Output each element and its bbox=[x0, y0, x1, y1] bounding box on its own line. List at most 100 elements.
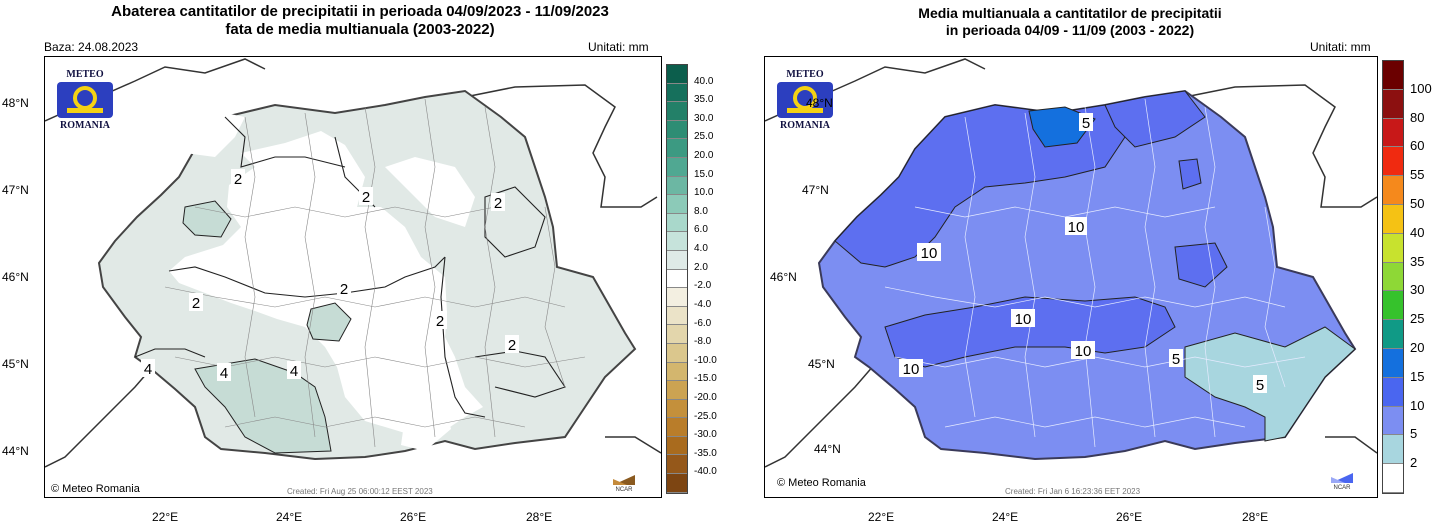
left-map-svg: 2 2 2 2 2 2 2 4 4 4 bbox=[45, 58, 661, 468]
left-colorbar-tick-label: 25.0 bbox=[694, 131, 714, 143]
left-colorbar-swatch bbox=[667, 306, 687, 326]
left-colorbar-swatch bbox=[667, 288, 687, 307]
right-title-line2: in perioada 04/09 - 11/09 (2003 - 2022) bbox=[945, 22, 1195, 38]
right-contour-label-8: 5 bbox=[1253, 375, 1267, 394]
left-created-timestamp: Created: Fri Aug 25 06:00:12 EEST 2023 bbox=[287, 487, 433, 496]
svg-text:5: 5 bbox=[1172, 351, 1180, 368]
right-colorbar bbox=[1382, 60, 1404, 494]
left-county-line bbox=[364, 106, 376, 448]
right-lat-46: 46°N bbox=[770, 270, 797, 284]
left-colorbar-tick-label: 20.0 bbox=[694, 150, 714, 162]
right-county-line bbox=[1084, 106, 1096, 448]
left-title-line2: fata de media multianuala (2003-2022) bbox=[225, 21, 495, 38]
right-colorbar-swatch bbox=[1383, 291, 1403, 321]
left-neighbor-border-southeast bbox=[605, 436, 661, 454]
left-colorbar-swatch bbox=[667, 83, 687, 103]
svg-text:4: 4 bbox=[290, 363, 298, 380]
left-colorbar bbox=[666, 64, 688, 494]
right-colorbar-tick-label: 5 bbox=[1410, 426, 1418, 442]
right-10mm-zone-east bbox=[1174, 242, 1228, 288]
right-colorbar-swatch bbox=[1383, 464, 1403, 493]
right-county-line bbox=[884, 286, 1286, 308]
svg-text:5: 5 bbox=[1256, 377, 1264, 394]
left-lat-48: 48°N bbox=[2, 96, 29, 110]
left-colorbar-swatch bbox=[667, 250, 687, 270]
left-colorbar-swatch bbox=[667, 120, 687, 140]
left-lat-44: 44°N bbox=[2, 444, 29, 458]
left-colorbar-tick-label: -35.0 bbox=[694, 447, 717, 459]
left-colorbar-tick-label: -8.0 bbox=[694, 336, 712, 348]
left-logo-text-bottom: ROMANIA bbox=[60, 120, 110, 131]
right-colorbar-swatch bbox=[1383, 176, 1403, 205]
left-colorbar-tick-label: -30.0 bbox=[694, 429, 717, 441]
right-colorbar-swatch bbox=[1383, 233, 1403, 263]
left-colorbar-tick-label: -20.0 bbox=[694, 391, 717, 403]
left-lon-26: 26°E bbox=[400, 510, 427, 524]
left-colorbar-swatch bbox=[667, 65, 687, 84]
right-colorbar-swatch bbox=[1383, 348, 1403, 378]
right-10mm-zone-center bbox=[884, 296, 1176, 368]
svg-text:4: 4 bbox=[220, 365, 228, 382]
left-colorbar-swatch bbox=[667, 102, 687, 121]
svg-text:2: 2 bbox=[436, 313, 444, 330]
left-ncar-text: NCAR bbox=[615, 487, 633, 493]
right-colorbar-tick-label: 60 bbox=[1410, 138, 1425, 154]
right-lon-22: 22°E bbox=[868, 510, 895, 524]
left-contour-label-7: 2 bbox=[505, 335, 519, 354]
left-colorbar-swatch bbox=[667, 213, 687, 233]
svg-text:5: 5 bbox=[1082, 115, 1090, 132]
right-meteo-romania-logo: METEO ROMANIA bbox=[773, 69, 837, 131]
left-contour-label-9: 4 bbox=[217, 363, 231, 382]
right-logo-text-bottom: ROMANIA bbox=[780, 120, 830, 131]
right-credit: © Meteo Romania bbox=[777, 477, 866, 489]
right-colorbar-swatch bbox=[1383, 118, 1403, 148]
left-colorbar-swatch bbox=[667, 455, 687, 475]
right-county-line bbox=[1144, 98, 1156, 438]
right-colorbar-tick-label: 30 bbox=[1410, 282, 1425, 298]
left-colorbar-swatch bbox=[667, 269, 687, 289]
right-colorbar-swatch bbox=[1383, 262, 1403, 292]
svg-text:2: 2 bbox=[234, 171, 242, 188]
left-contour-line bbox=[484, 186, 546, 258]
left-4mm-zone-center bbox=[306, 302, 352, 342]
right-map-frame: 5 10 10 10 10 10 5 5 METEO ROMANIA © Met… bbox=[764, 56, 1378, 498]
right-created-timestamp: Created: Fri Jan 6 16:23:36 EET 2023 bbox=[1005, 487, 1141, 496]
left-contour-label-5: 2 bbox=[189, 293, 203, 312]
left-below-2mm-zone-northeast bbox=[385, 157, 475, 227]
right-lon-24: 24°E bbox=[992, 510, 1019, 524]
right-ncar-logo: NCAR bbox=[1327, 473, 1357, 491]
right-colorbar-tick-label: 20 bbox=[1410, 340, 1425, 355]
right-colorbar-swatch bbox=[1383, 435, 1403, 465]
right-logo-text-top: METEO bbox=[786, 69, 824, 80]
right-colorbar-swatch bbox=[1383, 204, 1403, 234]
right-colorbar-swatch bbox=[1383, 61, 1403, 90]
svg-text:2: 2 bbox=[362, 189, 370, 206]
left-colorbar-tick-label: 6.0 bbox=[694, 224, 708, 236]
left-lat-46: 46°N bbox=[2, 270, 29, 284]
left-colorbar-tick-label: 30.0 bbox=[694, 112, 714, 124]
left-contour-label-2: 2 bbox=[359, 187, 373, 206]
right-lon-26: 26°E bbox=[1116, 510, 1143, 524]
right-contour-label-7: 5 bbox=[1169, 349, 1183, 368]
left-logo-icon bbox=[57, 82, 113, 118]
right-lat-47: 47°N bbox=[802, 183, 829, 197]
left-meteo-romania-logo: METEO ROMANIA bbox=[53, 69, 117, 131]
left-colorbar-swatch bbox=[667, 343, 687, 363]
left-colorbar-tick-label: -10.0 bbox=[694, 354, 717, 366]
left-ncar-logo: NCAR bbox=[609, 475, 639, 493]
left-credit: © Meteo Romania bbox=[51, 483, 140, 495]
svg-text:2: 2 bbox=[340, 281, 348, 298]
right-colorbar-tick-label: 50 bbox=[1410, 196, 1425, 211]
left-colorbar-tick-label: 40.0 bbox=[694, 75, 714, 87]
left-county-line bbox=[304, 112, 316, 438]
right-colorbar-swatch bbox=[1383, 377, 1403, 407]
left-neighbor-border-east bbox=[464, 84, 658, 208]
left-colorbar-swatch bbox=[667, 474, 687, 493]
svg-text:10: 10 bbox=[1015, 311, 1032, 328]
right-colorbar-tick-label: 35 bbox=[1410, 253, 1425, 269]
right-colorbar-tick-label: 2 bbox=[1410, 455, 1418, 471]
right-colorbar-tick-label: 10 bbox=[1410, 397, 1425, 413]
left-county-line bbox=[194, 206, 496, 218]
right-5mm-zone bbox=[1184, 326, 1356, 442]
left-county-line bbox=[544, 206, 566, 388]
